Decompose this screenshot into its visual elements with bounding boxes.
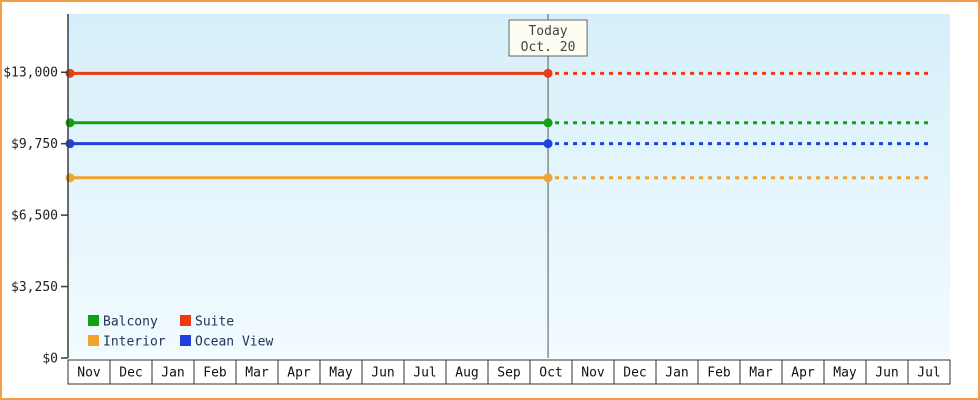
legend-swatch-interior [88,335,99,346]
month-label: Jan [161,366,184,381]
plot-background [68,14,950,358]
month-cell [277,359,321,385]
month-label: Feb [203,366,227,381]
today-label-line1: Today [528,24,567,39]
series-today-marker-ocean-view [543,139,553,149]
month-cell [823,359,867,385]
series-lines [68,71,932,180]
month-label: Jan [665,366,688,381]
month-label: Feb [707,366,731,381]
y-tick-label: $6,500 [11,209,58,224]
month-label: May [329,366,353,381]
month-label: Mar [749,366,773,381]
legend-label-balcony: Balcony [103,315,158,330]
series-today-marker-balcony [543,118,553,128]
month-label: Nov [581,366,605,381]
month-cell [655,359,699,385]
legend: Balcony Suite Interior Ocean View [88,315,273,350]
month-cell [487,359,531,385]
month-label: May [833,366,857,381]
month-cell [403,359,447,385]
series-start-marker-interior [65,173,75,183]
plot-area [68,14,950,358]
legend-swatch-ocean-view [180,335,191,346]
month-label: Jul [917,366,940,381]
month-cell [193,359,237,385]
month-label: Jun [371,366,394,381]
month-label: Apr [287,366,311,381]
month-label: Apr [791,366,815,381]
month-cell [361,359,405,385]
month-label: Oct [539,366,562,381]
legend-label-interior: Interior [103,335,166,350]
month-cell [907,359,951,385]
month-cell [781,359,825,385]
legend-label-suite: Suite [195,315,234,330]
month-cell [529,359,573,385]
month-cell [67,359,111,385]
x-axis-month-row: Nov Dec Jan Feb Mar Apr May Jun Jul Aug Sep Oct Nov D… [67,359,951,385]
series-start-marker-balcony [65,118,75,128]
month-cell [697,359,741,385]
month-cell [865,359,909,385]
month-cell [739,359,783,385]
y-tick-label: $0 [42,352,58,367]
month-label: Nov [77,366,101,381]
legend-label-ocean-view: Ocean View [195,335,273,350]
month-label: Dec [119,366,142,381]
y-tick-label: $9,750 [11,137,58,152]
legend-swatch-suite [180,315,191,326]
series-start-marker-suite [65,68,75,78]
month-label: Jun [875,366,898,381]
month-label: Dec [623,366,646,381]
today-label-background [508,19,588,57]
month-label: Sep [497,366,521,381]
y-tick-label: $3,250 [11,280,58,295]
series-today-marker-suite [543,68,553,78]
month-label: Mar [245,366,269,381]
month-cell [613,359,657,385]
month-label: Aug [455,366,478,381]
y-axis: $0 $3,250 $6,500 $9,750 $13,000 [3,14,69,367]
month-label: Jul [413,366,436,381]
y-tick-label: $13,000 [3,66,58,81]
today-label-line2: Oct. 20 [521,40,576,55]
series-today-marker-interior [543,173,553,183]
legend-swatch-balcony [88,315,99,326]
